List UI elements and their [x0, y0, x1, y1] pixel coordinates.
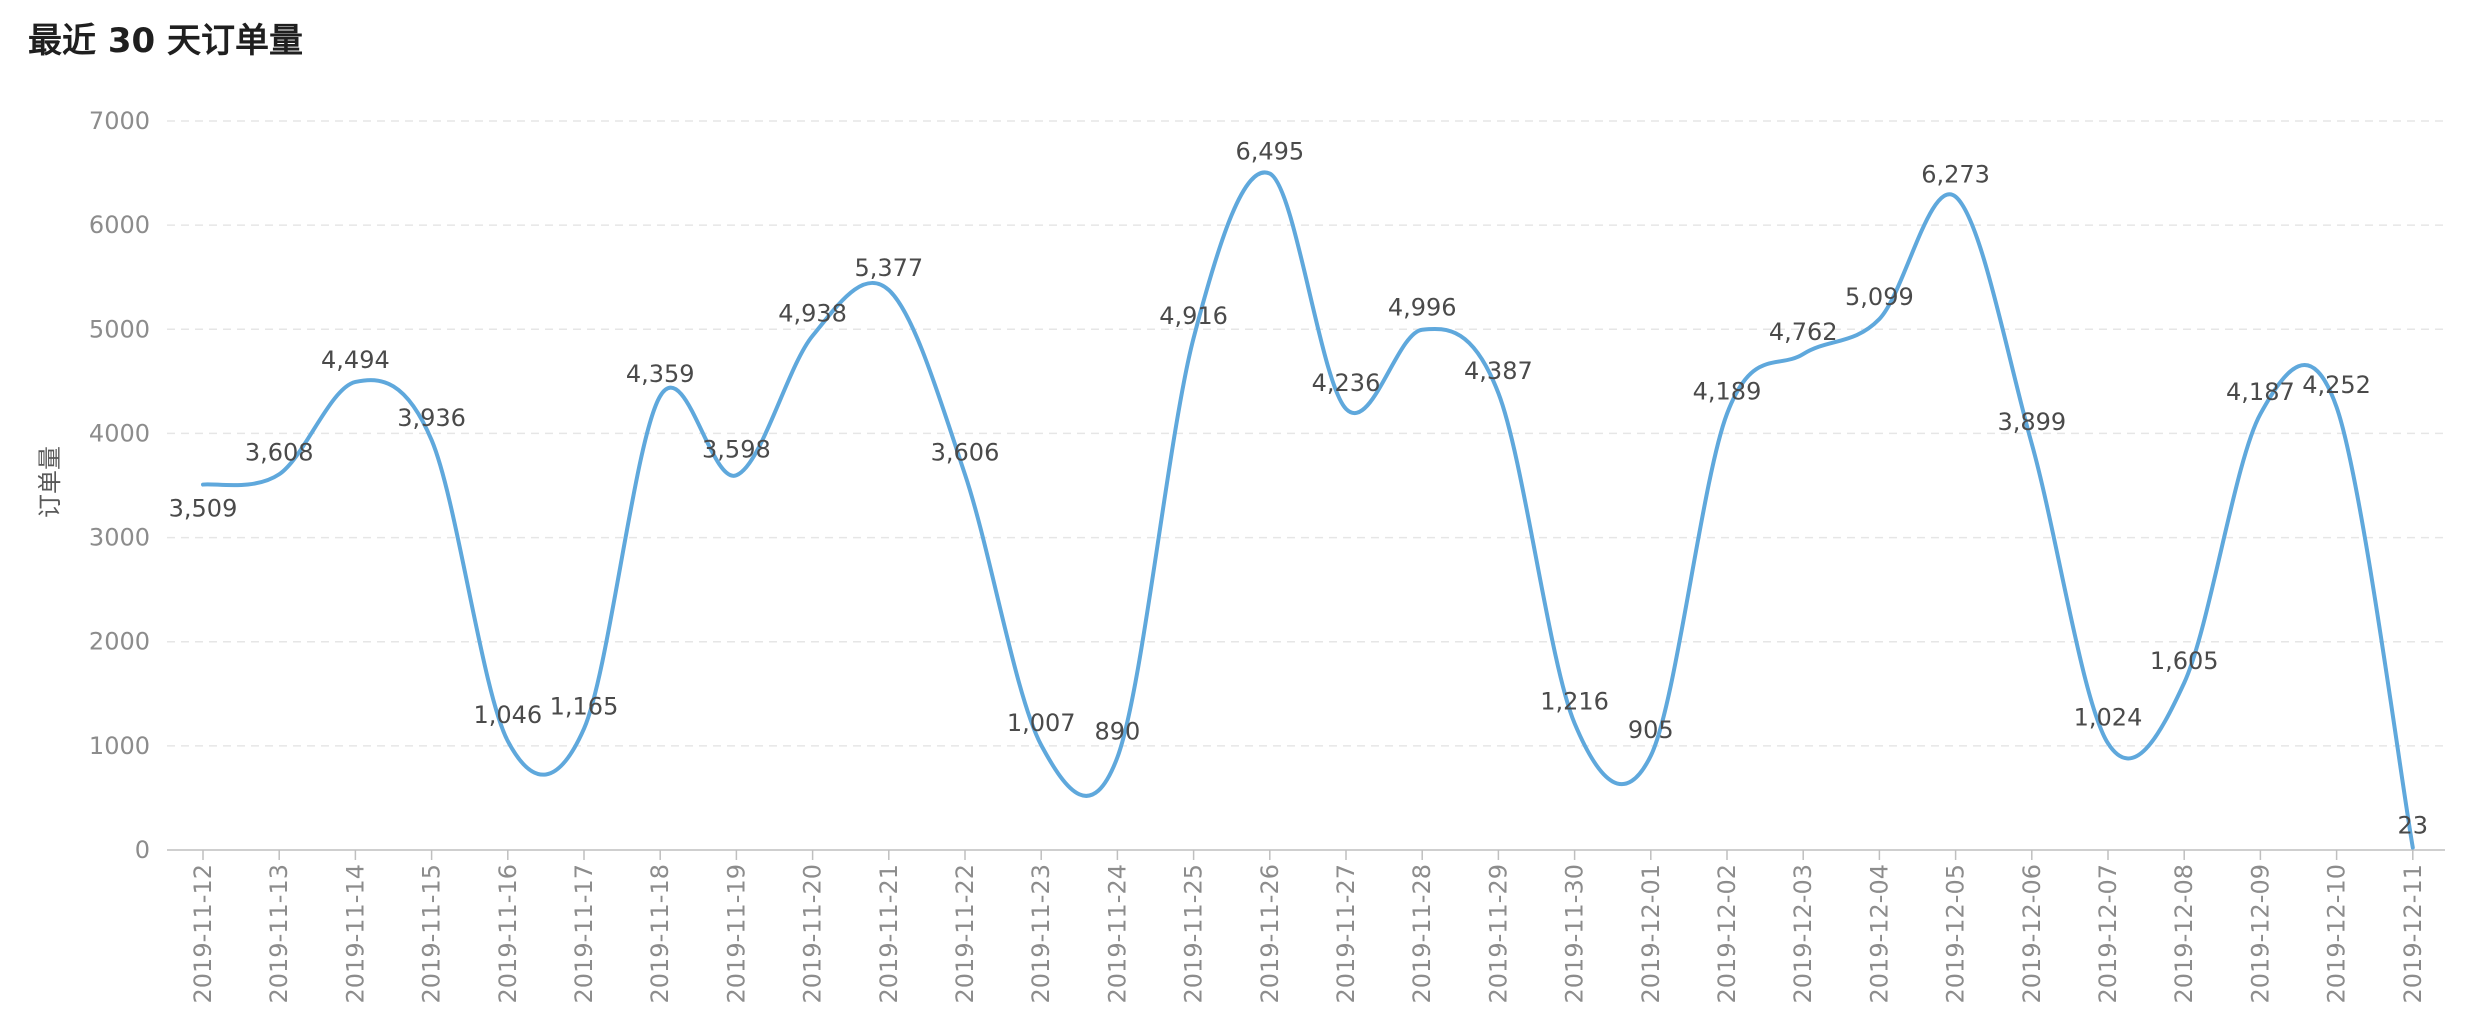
- data-label-layer: 3,509 3,608 4,494 3,936 1,046 1,165 4,359 3,598…: [169, 138, 2428, 840]
- data-label: 3,899: [1997, 408, 2066, 436]
- y-tick-label: 0: [135, 836, 150, 864]
- data-label: 3,598: [702, 435, 771, 463]
- data-label: 4,494: [321, 346, 390, 374]
- y-tick-label: 6000: [89, 211, 150, 239]
- data-label: 1,605: [2150, 647, 2219, 675]
- x-tick-label: 2019-11-15: [418, 864, 446, 1003]
- x-tick-label: 2019-11-13: [265, 864, 293, 1003]
- x-tick-label: 2019-11-25: [1180, 864, 1208, 1003]
- chart-title: 最近 30 天订单量: [28, 21, 303, 61]
- x-tick-label: 2019-11-29: [1484, 864, 1512, 1003]
- data-label: 1,165: [550, 693, 619, 721]
- x-tick-label: 2019-12-09: [2246, 864, 2274, 1003]
- data-label: 4,938: [778, 300, 847, 328]
- data-label: 4,236: [1312, 369, 1381, 397]
- x-tick-label: 2019-12-01: [1637, 864, 1665, 1003]
- x-tick-label: 2019-11-20: [799, 864, 827, 1003]
- data-label: 6,273: [1921, 161, 1990, 189]
- x-tick-label: 2019-11-19: [722, 864, 750, 1003]
- data-label: 4,762: [1769, 318, 1838, 346]
- data-label: 3,936: [397, 404, 466, 432]
- x-tick-label: 2019-11-24: [1103, 864, 1131, 1003]
- x-tick-label: 2019-11-26: [1256, 864, 1284, 1003]
- y-tick-label: 1000: [89, 732, 150, 760]
- data-label: 4,359: [626, 360, 695, 388]
- data-label: 23: [2398, 812, 2429, 840]
- series-line: [201, 170, 2415, 850]
- data-label: 4,252: [2302, 371, 2371, 399]
- x-tick-label: 2019-12-07: [2094, 864, 2122, 1003]
- data-label: 1,216: [1540, 687, 1609, 715]
- y-tick-label: 4000: [89, 419, 150, 447]
- data-label: 4,996: [1388, 294, 1457, 322]
- data-label: 3,608: [245, 438, 314, 466]
- x-tick-label: 2019-12-05: [1942, 864, 1970, 1003]
- data-label: 5,099: [1845, 283, 1914, 311]
- data-label: 1,024: [2074, 703, 2143, 731]
- y-tick-label: 5000: [89, 315, 150, 343]
- x-tick-label: 2019-11-16: [494, 864, 522, 1003]
- data-label: 6,495: [1235, 138, 1304, 166]
- x-tick-label: 2019-11-22: [951, 864, 979, 1003]
- data-label: 3,606: [931, 438, 1000, 466]
- data-label: 1,046: [473, 701, 542, 729]
- grid-layer: [167, 120, 2445, 747]
- x-tick-label: 2019-11-28: [1408, 864, 1436, 1003]
- data-label: 1,007: [1007, 709, 1076, 737]
- x-tick-label: 2019-12-11: [2399, 864, 2427, 1003]
- y-tick-label: 2000: [89, 628, 150, 656]
- data-label: 4,187: [2226, 378, 2295, 406]
- data-label: 3,509: [169, 495, 238, 523]
- x-tick-label: 2019-11-12: [189, 864, 217, 1003]
- data-label: 4,387: [1464, 357, 1533, 385]
- y-tick-label: 7000: [89, 107, 150, 135]
- y-tick-label: 3000: [89, 524, 150, 552]
- x-tick-label: 2019-11-17: [570, 864, 598, 1003]
- x-tick-label: 2019-11-30: [1561, 864, 1589, 1003]
- axis-layer: 0 1000 2000 3000 4000 5000 6000 7000 2019-11-12 2…: [89, 107, 2445, 1003]
- data-label: 4,916: [1159, 302, 1228, 330]
- y-axis-title: 订单量: [36, 446, 64, 518]
- x-tick-label: 2019-11-14: [341, 864, 369, 1003]
- x-tick-label: 2019-11-21: [875, 864, 903, 1003]
- data-label: 4,189: [1693, 378, 1762, 406]
- x-tick-label: 2019-12-10: [2323, 864, 2351, 1003]
- x-tick-label: 2019-12-02: [1713, 864, 1741, 1003]
- data-label: 890: [1094, 717, 1140, 745]
- x-tick-label: 2019-11-27: [1332, 864, 1360, 1003]
- x-tick-label: 2019-12-03: [1789, 864, 1817, 1003]
- data-label: 5,377: [854, 254, 923, 282]
- x-tick-label: 2019-11-18: [646, 864, 674, 1003]
- x-tick-label: 2019-12-04: [1865, 864, 1893, 1003]
- x-tick-label: 2019-12-08: [2170, 864, 2198, 1003]
- data-label: 905: [1628, 716, 1674, 744]
- x-tick-label: 2019-12-06: [2018, 864, 2046, 1003]
- x-tick-label: 2019-11-23: [1027, 864, 1055, 1003]
